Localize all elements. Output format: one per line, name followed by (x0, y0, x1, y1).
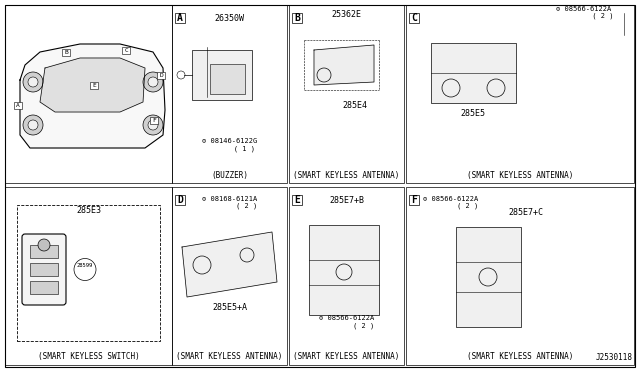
Circle shape (143, 115, 163, 135)
Bar (292, 195, 302, 205)
Bar (456, 227, 521, 327)
Text: (SMART KEYLESS ANTENNA): (SMART KEYLESS ANTENNA) (467, 170, 573, 180)
Text: (SMART KEYLESS ANTENNA): (SMART KEYLESS ANTENNA) (293, 170, 400, 180)
Bar (409, 13, 419, 23)
Bar (30, 281, 58, 294)
Text: 285E5: 285E5 (461, 109, 486, 118)
Bar (122, 47, 130, 54)
FancyBboxPatch shape (22, 234, 66, 305)
Bar (409, 195, 419, 205)
Text: J2530118: J2530118 (596, 353, 633, 362)
Bar (406, 5, 634, 183)
Bar (17, 205, 160, 341)
Bar (30, 245, 58, 258)
Text: 285E7+C: 285E7+C (509, 208, 543, 217)
Circle shape (28, 77, 38, 87)
Bar (14, 102, 22, 109)
Text: A: A (177, 13, 183, 23)
Text: (BUZZER): (BUZZER) (211, 170, 248, 180)
Text: F: F (152, 118, 156, 123)
Polygon shape (40, 58, 145, 112)
Text: (SMART KEYLESS SWITCH): (SMART KEYLESS SWITCH) (38, 353, 140, 362)
Text: ⊙ 08168-6121A
        ( 2 ): ⊙ 08168-6121A ( 2 ) (202, 196, 257, 209)
Bar (309, 225, 379, 315)
Bar (289, 5, 404, 183)
Text: A: A (16, 103, 20, 108)
Circle shape (28, 120, 38, 130)
Text: D: D (159, 73, 163, 78)
Polygon shape (20, 44, 165, 148)
Bar (90, 82, 98, 89)
Polygon shape (314, 45, 374, 85)
Text: D: D (177, 195, 183, 205)
Text: B: B (294, 13, 300, 23)
Circle shape (143, 72, 163, 92)
Text: F: F (411, 195, 417, 205)
Bar (175, 195, 185, 205)
Circle shape (38, 239, 50, 251)
Bar (406, 187, 634, 365)
Bar (5, 187, 172, 365)
Text: 25362E: 25362E (332, 10, 362, 19)
Bar (292, 13, 302, 23)
Bar (431, 43, 516, 103)
Bar (150, 117, 158, 124)
Bar (289, 187, 404, 365)
Text: B: B (64, 50, 68, 55)
Bar (62, 49, 70, 56)
Text: (SMART KEYLESS ANTENNA): (SMART KEYLESS ANTENNA) (293, 353, 400, 362)
Text: E: E (294, 195, 300, 205)
Text: 285E5+A: 285E5+A (212, 302, 247, 311)
Bar (175, 13, 185, 23)
Bar (157, 72, 165, 79)
Circle shape (148, 120, 158, 130)
Bar (30, 263, 58, 276)
Text: 26350W: 26350W (214, 14, 244, 23)
Text: 285E4: 285E4 (342, 100, 367, 109)
Circle shape (23, 72, 43, 92)
Text: 285E3: 285E3 (76, 206, 101, 215)
Text: C: C (124, 48, 128, 53)
Text: 28599: 28599 (77, 263, 93, 268)
Bar (192, 50, 252, 100)
Text: ⊙ 08566-6122A
         ( 2 ): ⊙ 08566-6122A ( 2 ) (554, 6, 614, 19)
Bar (172, 5, 287, 183)
Bar (210, 64, 245, 94)
Text: ⊙ 08566-6122A
        ( 2 ): ⊙ 08566-6122A ( 2 ) (424, 196, 479, 209)
Text: ⊙ 08566-6122A
        ( 2 ): ⊙ 08566-6122A ( 2 ) (319, 315, 374, 329)
Bar (5, 5, 172, 183)
Text: ⊙ 08146-6122G
       ( 1 ): ⊙ 08146-6122G ( 1 ) (202, 138, 257, 152)
Bar (172, 187, 287, 365)
Text: (SMART KEYLESS ANTENNA): (SMART KEYLESS ANTENNA) (467, 353, 573, 362)
Text: (SMART KEYLESS ANTENNA): (SMART KEYLESS ANTENNA) (176, 353, 283, 362)
Circle shape (23, 115, 43, 135)
Polygon shape (182, 232, 277, 297)
Circle shape (148, 77, 158, 87)
Text: E: E (92, 83, 96, 88)
Text: C: C (411, 13, 417, 23)
Text: 285E7+B: 285E7+B (329, 196, 364, 205)
